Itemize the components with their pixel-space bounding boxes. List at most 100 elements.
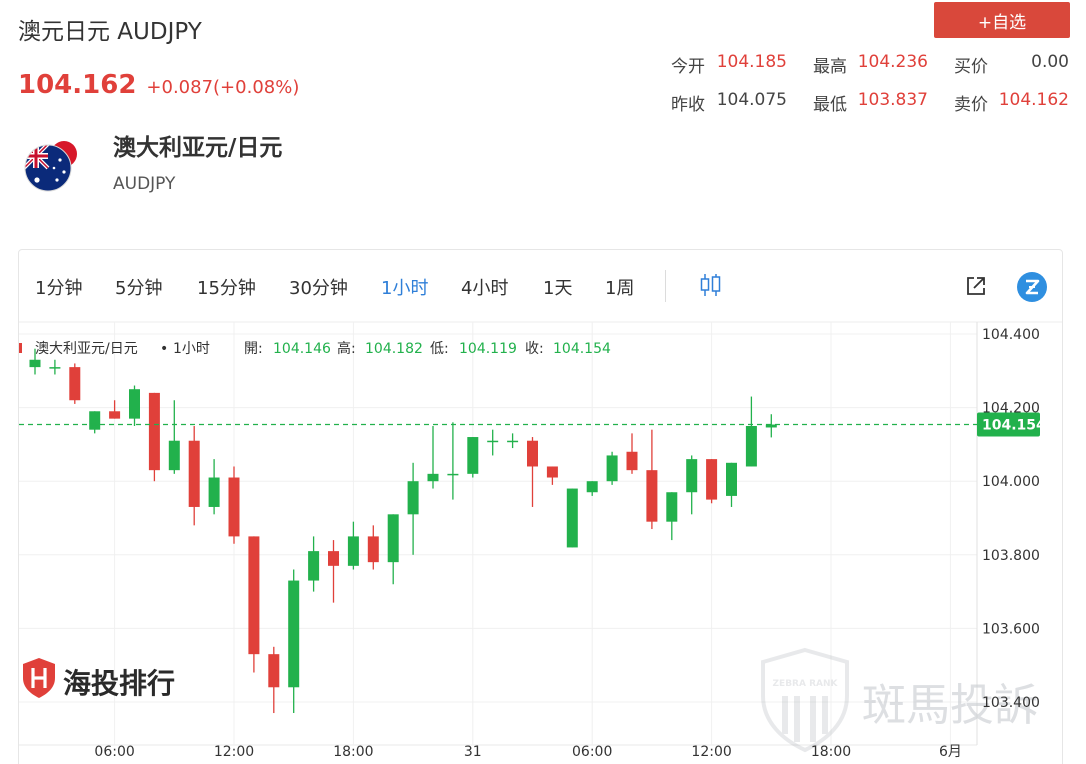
y-axis: 104.400 104.200 104.000 103.800 103.600 103.4… — [982, 327, 1040, 711]
candle — [427, 426, 439, 489]
low-label: 最低 — [813, 95, 847, 115]
candle-body — [726, 462, 737, 496]
candle-body — [49, 367, 61, 369]
candle — [387, 514, 399, 585]
candle-body — [89, 411, 101, 430]
legend-symbol: 澳大利亚元/日元 — [35, 341, 138, 357]
timeframe-1w[interactable]: 1周 — [605, 278, 635, 299]
candle-body — [148, 392, 160, 471]
candle-body — [646, 470, 658, 522]
watermarks: 海投排行 ZEBRA RANK 斑馬投訴 — [23, 647, 1038, 753]
x-tick-label: 12:00 — [214, 744, 254, 760]
legend-open-label: 開: — [244, 341, 263, 357]
bid-value: 0.00 — [1031, 52, 1069, 72]
current-price-label: 104.154 — [982, 418, 1046, 434]
candle — [328, 540, 339, 603]
candle — [527, 437, 538, 507]
timeframe-15m[interactable]: 15分钟 — [197, 278, 256, 299]
candle-body — [407, 481, 419, 515]
candle-body — [626, 451, 638, 471]
candle — [248, 536, 260, 673]
candle — [29, 348, 41, 375]
candle-body — [188, 440, 200, 507]
candle — [268, 646, 280, 714]
timeframe-1m[interactable]: 1分钟 — [35, 278, 83, 299]
australia-japan-flag-icon — [24, 138, 80, 194]
candle — [626, 433, 638, 474]
candle-body — [29, 359, 41, 368]
chart-panel: 1分钟 5分钟 15分钟 30分钟 1小时 4小时 1天 1周 — [18, 249, 1063, 764]
candlestick-chart[interactable]: 海投排行 ZEBRA RANK 斑馬投訴 104.154 104.400104.… — [19, 250, 1063, 764]
candle — [109, 400, 121, 419]
candle — [487, 429, 499, 456]
candlestick-icon[interactable] — [699, 272, 723, 302]
candle-body — [129, 389, 140, 419]
quote-stats: 今开 104.185 最高 104.236 买价 0.00 昨收 104.075… — [0, 52, 1086, 122]
candle — [148, 392, 160, 482]
candle-body — [69, 367, 81, 401]
candle — [188, 426, 200, 526]
timeframe-4h[interactable]: 4小时 — [461, 278, 509, 299]
candle-body — [527, 440, 538, 467]
x-tick-label: 6月 — [939, 744, 962, 760]
open-value: 104.185 — [716, 52, 787, 72]
candle-body — [347, 536, 359, 566]
legend-low-value: 104.119 — [459, 341, 517, 357]
legend-close-label: 收: — [525, 341, 544, 357]
legend-dot: • — [160, 341, 168, 357]
candle-body — [288, 580, 300, 688]
candle — [208, 459, 220, 515]
prev-close-value: 104.075 — [716, 90, 787, 110]
high-value: 104.236 — [857, 52, 928, 72]
bid-label: 买价 — [954, 57, 988, 77]
candle — [168, 400, 180, 474]
timeframe-5m[interactable]: 5分钟 — [115, 278, 163, 299]
timeframe-30m[interactable]: 30分钟 — [289, 278, 348, 299]
price-change: +0.087(+0.08%) — [146, 77, 300, 98]
legend-close-value: 104.154 — [553, 341, 611, 357]
x-tick-label: 18:00 — [811, 744, 851, 760]
candle-body — [606, 455, 618, 482]
candle — [566, 488, 578, 548]
candle-body — [447, 473, 459, 476]
last-price: 104.162 — [18, 70, 137, 100]
zebra-watermark-badge-icon: ZEBRA RANK — [761, 647, 849, 753]
watermark-left-text: 海投排行 — [63, 667, 175, 700]
current-price-line: 104.154 — [19, 412, 1046, 437]
external-link-icon[interactable] — [965, 275, 987, 301]
candle — [745, 396, 757, 467]
candle — [347, 521, 359, 570]
timeframe-1h[interactable]: 1小时 — [381, 278, 429, 299]
candle-body — [168, 440, 180, 471]
candle — [407, 462, 419, 555]
candle — [69, 363, 81, 404]
instrument-name: 澳大利亚元/日元 — [113, 135, 283, 161]
candle-body — [248, 536, 260, 655]
low-value: 103.837 — [857, 90, 928, 110]
candle-body — [765, 424, 777, 428]
legend-open-value: 104.146 — [273, 341, 331, 357]
svg-text:ZEBRA RANK: ZEBRA RANK — [773, 679, 839, 689]
zebra-logo-icon[interactable] — [1016, 271, 1048, 307]
candle — [228, 466, 240, 544]
prev-close-label: 昨收 — [671, 95, 705, 115]
candle-body — [686, 459, 698, 493]
candle-body — [586, 481, 598, 493]
instrument-code: AUDJPY — [113, 174, 176, 194]
x-tick-label: 31 — [464, 744, 482, 760]
candles — [29, 348, 777, 714]
candle — [288, 569, 300, 714]
candle-body — [546, 466, 558, 478]
y-tick-label: 103.600 — [982, 621, 1040, 637]
candle — [606, 451, 618, 485]
open-label: 今开 — [671, 57, 705, 77]
timeframe-1d[interactable]: 1天 — [543, 278, 573, 299]
x-tick-label: 06:00 — [94, 744, 134, 760]
candle-body — [427, 473, 439, 482]
candle-body — [666, 492, 678, 522]
page-title: 澳元日元 AUDJPY — [18, 19, 202, 45]
add-to-watchlist-button[interactable]: +自选 — [934, 2, 1070, 38]
candle — [447, 422, 459, 500]
candle — [507, 433, 519, 449]
legend-interval: 1小时 — [173, 341, 210, 357]
